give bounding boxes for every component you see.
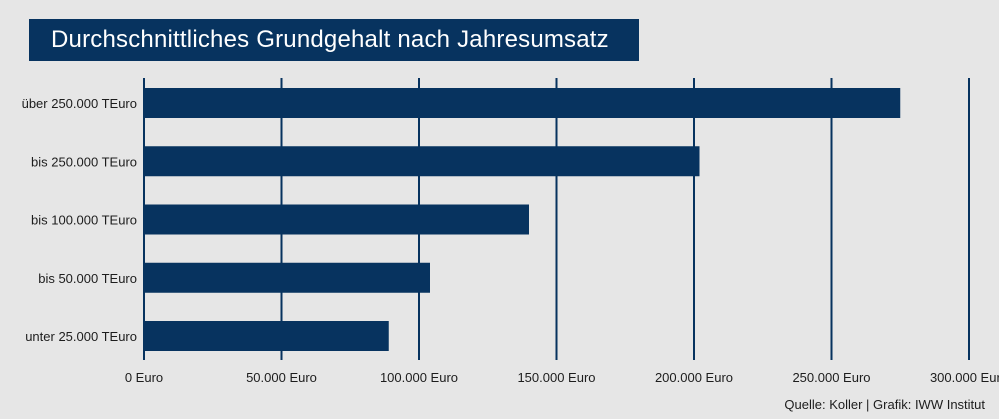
x-tick-label: 50.000 Euro — [246, 370, 317, 385]
x-tick-label: 0 Euro — [125, 370, 163, 385]
bar — [144, 321, 389, 351]
x-tick-label: 250.000 Euro — [792, 370, 870, 385]
x-tick-label: 150.000 Euro — [517, 370, 595, 385]
category-label: unter 25.000 TEuro — [25, 329, 137, 344]
bar — [144, 146, 700, 177]
bar — [144, 204, 529, 235]
x-tick-label: 100.000 Euro — [380, 370, 458, 385]
x-tick-label: 200.000 Euro — [655, 370, 733, 385]
category-label: bis 100.000 TEuro — [31, 213, 137, 228]
bar — [144, 262, 430, 293]
category-label: über 250.000 TEuro — [22, 96, 137, 111]
chart-title: Durchschnittliches Grundgehalt nach Jahr… — [51, 26, 609, 53]
category-labels: über 250.000 TEuro bis 250.000 TEuro bis 1… — [22, 96, 137, 344]
category-label: bis 250.000 TEuro — [31, 154, 137, 169]
category-label: bis 50.000 TEuro — [38, 271, 137, 286]
x-tick-label: 300.000 Euro — [930, 370, 999, 385]
chart-title-banner: Durchschnittliches Grundgehalt nach Jahr… — [29, 19, 639, 61]
bar — [144, 88, 901, 118]
source-note: Quelle: Koller | Grafik: IWW Institut — [784, 397, 985, 412]
bars — [144, 88, 901, 351]
x-axis-tick-labels: 0 Euro 50.000 Euro 100.000 Euro 150.000 Eur… — [125, 370, 999, 385]
